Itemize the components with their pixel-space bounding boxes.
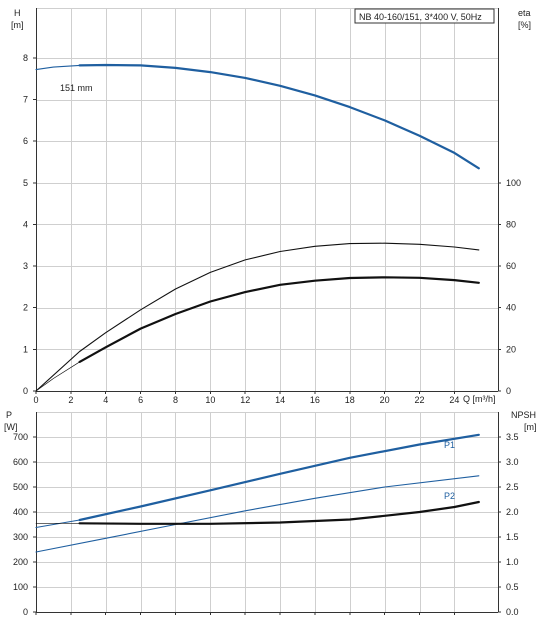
x-tick-label: 4 bbox=[103, 395, 108, 405]
bottom-y-right-tick-label: 0.5 bbox=[506, 582, 519, 592]
top-series-eta-lower-line bbox=[78, 276, 480, 363]
bottom-y-right-label-line2: [m] bbox=[524, 422, 537, 432]
bottom-series-NPSH-line bbox=[78, 500, 480, 525]
top-y-right-tick-label: 60 bbox=[506, 261, 516, 271]
bottom-y-left-label-line1: P bbox=[6, 410, 12, 420]
bottom-y-right-tick-label: 1.5 bbox=[506, 532, 519, 542]
bottom-y-right-label-line1: NPSH bbox=[511, 410, 536, 420]
head-efficiency-panel: 0 2 4 6 8 10 12 14 16 18 20 22 240123456780204060801… bbox=[23, 8, 521, 405]
bottom-y-left-tick-label: 200 bbox=[13, 557, 28, 567]
bottom-y-right-tick-label: 1.0 bbox=[506, 557, 519, 567]
bottom-y-left-tick-label: 100 bbox=[13, 582, 28, 592]
bottom-y-right-tick-label: 2.0 bbox=[506, 507, 519, 517]
top-series-H-line bbox=[78, 63, 480, 170]
top-y-right-tick-label: 80 bbox=[506, 219, 516, 229]
bottom-series-P1-line bbox=[78, 433, 480, 522]
x-tick-label: 8 bbox=[173, 395, 178, 405]
bottom-y-left-tick-label: 400 bbox=[13, 507, 28, 517]
title-box: NB 40-160/151, 3*400 V, 50Hz bbox=[354, 8, 495, 24]
bottom-series-P2-line bbox=[35, 475, 480, 553]
bottom-y-left-tick-label: 700 bbox=[13, 432, 28, 442]
bottom-y-right-tick-label: 3.0 bbox=[506, 457, 519, 467]
top-y-left-tick-label: 0 bbox=[23, 386, 28, 396]
top-y-left-tick-label: 4 bbox=[23, 219, 28, 229]
top-y-right-tick-label: 100 bbox=[506, 178, 521, 188]
bottom-y-left-tick-label: 500 bbox=[13, 482, 28, 492]
x-tick-label: 16 bbox=[310, 395, 320, 405]
bottom-y-right-tick-label: 3.5 bbox=[506, 432, 519, 442]
bottom-y-left-tick-label: 0 bbox=[23, 607, 28, 617]
x-tick-label: 14 bbox=[275, 395, 285, 405]
bottom-y-left-tick-label: 600 bbox=[13, 457, 28, 467]
top-y-left-tick-label: 3 bbox=[23, 261, 28, 271]
bottom-y-left-label-line2: [W] bbox=[4, 422, 18, 432]
x-tick-label: 12 bbox=[240, 395, 250, 405]
x-tick-label: 10 bbox=[205, 395, 215, 405]
x-tick-label: 6 bbox=[138, 395, 143, 405]
top-series-H-extension-line bbox=[35, 64, 81, 71]
curve-annotation-151mm: 151 mm bbox=[60, 83, 93, 93]
x-tick-label: 2 bbox=[68, 395, 73, 405]
legend-p2: P2 bbox=[444, 491, 455, 501]
x-tick-label: 22 bbox=[415, 395, 425, 405]
x-tick-label: 24 bbox=[449, 395, 459, 405]
top-series-eta-upper-line bbox=[35, 242, 480, 392]
bottom-series-P1-extension-line bbox=[35, 519, 81, 529]
legend-p1: P1 bbox=[444, 440, 455, 450]
top-y-left-tick-label: 2 bbox=[23, 303, 28, 313]
top-y-left-tick-label: 7 bbox=[23, 95, 28, 105]
top-y-left-tick-label: 8 bbox=[23, 53, 28, 63]
x-tick-label: 18 bbox=[345, 395, 355, 405]
top-y-left-label-line1: H bbox=[14, 8, 21, 18]
top-y-left-tick-label: 1 bbox=[23, 344, 28, 354]
top-y-right-tick-label: 40 bbox=[506, 303, 516, 313]
top-y-right-tick-label: 20 bbox=[506, 344, 516, 354]
x-axis-label: Q [m³/h] bbox=[463, 394, 496, 404]
top-y-left-label-line2: [m] bbox=[11, 20, 24, 30]
x-tick-label: 20 bbox=[380, 395, 390, 405]
top-y-left-tick-label: 5 bbox=[23, 178, 28, 188]
x-tick-label: 0 bbox=[33, 395, 38, 405]
bottom-y-left-tick-label: 300 bbox=[13, 532, 28, 542]
bottom-y-right-tick-label: 0.0 bbox=[506, 607, 519, 617]
title-box-text: NB 40-160/151, 3*400 V, 50Hz bbox=[359, 12, 482, 22]
top-y-right-label-line1: eta bbox=[518, 8, 531, 18]
power-npsh-panel: 0 100 200 300 400 500 600 700 0.0 0.5 1.0 1.5 2.0 2.5… bbox=[13, 412, 519, 617]
bottom-y-right-tick-label: 2.5 bbox=[506, 482, 519, 492]
top-series-eta-thin-origin-line bbox=[35, 361, 80, 392]
top-y-left-tick-label: 6 bbox=[23, 136, 28, 146]
top-y-right-label-line2: [%] bbox=[518, 20, 531, 30]
top-y-right-tick-label: 0 bbox=[506, 386, 511, 396]
